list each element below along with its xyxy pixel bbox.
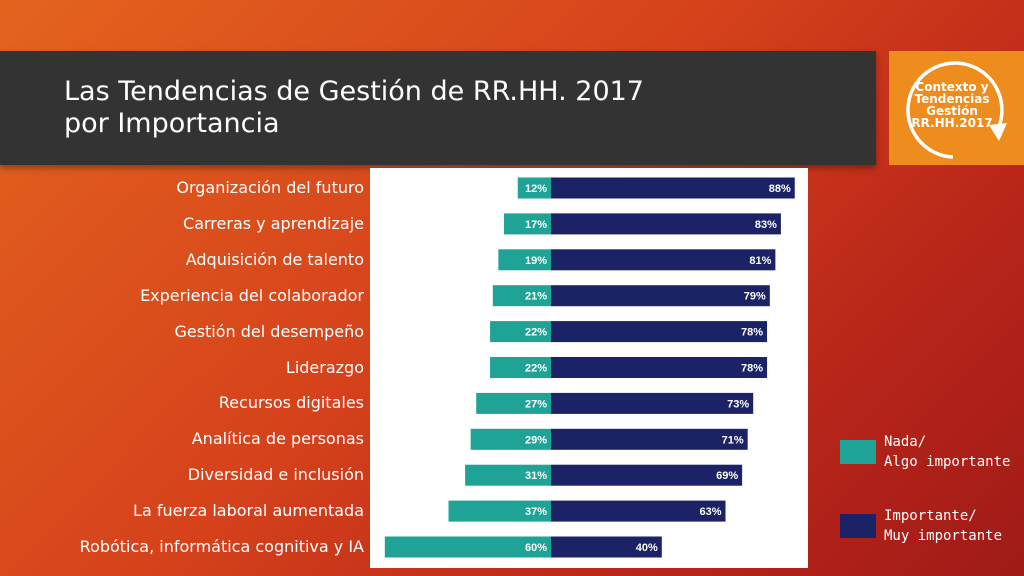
data-label-importante: 40% (636, 542, 658, 554)
data-label-nada: 60% (525, 542, 547, 554)
bar-nada-algo-importante (517, 177, 551, 199)
bar-importante-muy-importante (551, 500, 726, 522)
badge-text: Contexto y Tendencias Gestión RR.HH.2017 (911, 80, 993, 130)
category-label: Robótica, informática cognitiva y IA (79, 537, 364, 556)
bar-nada-algo-importante (490, 321, 551, 343)
category-label: Organización del futuro (176, 178, 364, 197)
data-label-nada: 22% (525, 327, 547, 339)
category-label: Experiencia del colaborador (140, 285, 364, 305)
bar-nada-algo-importante (465, 464, 551, 486)
legend-label-importante: Importante/ Muy importante (884, 508, 1003, 544)
category-label: Diversidad e inclusión (187, 465, 364, 485)
legend-label-nada: Nada/ Algo importante (884, 434, 1011, 470)
data-label-nada: 19% (525, 255, 547, 267)
bar-nada-algo-importante (384, 536, 551, 558)
data-label-importante: 73% (727, 398, 749, 410)
title-band: Las Tendencias de Gestión de RR.HH. 2017… (0, 51, 876, 165)
bar-importante-muy-importante (551, 321, 768, 343)
bar-importante-muy-importante (551, 213, 781, 235)
circular-arrow-icon (906, 61, 1007, 159)
data-label-importante: 81% (749, 255, 771, 267)
bar-importante-muy-importante (551, 464, 743, 486)
bar-nada-algo-importante (448, 500, 551, 522)
diverging-bar-chart: 12% 88% 17% 83% 19% 81% 21% 79% 22% 78% 22% 78% 27% 7… (384, 177, 795, 558)
data-label-nada: 29% (525, 434, 547, 446)
bar-importante-muy-importante (551, 428, 748, 450)
data-label-importante: 71% (722, 434, 744, 446)
legend-swatch-nada (840, 440, 876, 464)
data-label-nada: 22% (525, 363, 547, 375)
data-label-importante: 69% (716, 470, 738, 482)
category-label: Gestión del desempeño (174, 321, 364, 341)
bar-nada-algo-importante (470, 428, 551, 450)
data-label-nada: 37% (525, 506, 547, 518)
bar-importante-muy-importante (551, 285, 770, 307)
data-label-nada: 21% (525, 291, 547, 303)
legend-swatch-importante (840, 514, 876, 538)
bar-importante-muy-importante (551, 357, 768, 378)
data-label-nada: 12% (525, 183, 547, 195)
data-label-nada: 27% (525, 398, 547, 410)
category-label: Adquisición de talento (185, 249, 364, 269)
slide-title: Las Tendencias de Gestión de RR.HH. 2017… (64, 76, 644, 139)
data-label-nada: 31% (525, 470, 547, 482)
data-label-importante: 83% (755, 219, 777, 231)
bar-nada-algo-importante (476, 392, 551, 414)
data-label-importante: 78% (741, 363, 763, 375)
category-label: Carreras y aprendizaje (183, 213, 364, 233)
data-label-nada: 17% (525, 219, 547, 231)
data-label-importante: 88% (769, 183, 791, 195)
data-label-importante: 78% (741, 327, 763, 339)
bar-importante-muy-importante (551, 177, 795, 199)
bar-nada-algo-importante (492, 285, 551, 307)
data-label-importante: 63% (699, 506, 721, 518)
chart-panel: 12% 88% 17% 83% 19% 81% 21% 79% 22% 78% 22% 78% 27% 7… (370, 168, 808, 568)
bar-importante-muy-importante (551, 392, 754, 414)
bar-importante-muy-importante (551, 536, 662, 558)
bar-nada-algo-importante (498, 249, 551, 271)
bar-nada-algo-importante (490, 357, 551, 378)
category-label: Analítica de personas (191, 429, 364, 449)
category-label: Recursos digitales (218, 393, 364, 413)
bar-nada-algo-importante (503, 213, 551, 235)
category-label: Liderazgo (285, 357, 364, 377)
category-label: La fuerza laboral aumentada (133, 501, 364, 521)
section-badge: Contexto y Tendencias Gestión RR.HH.2017 (889, 51, 1024, 165)
bar-importante-muy-importante (551, 249, 776, 271)
data-label-importante: 79% (744, 291, 766, 303)
